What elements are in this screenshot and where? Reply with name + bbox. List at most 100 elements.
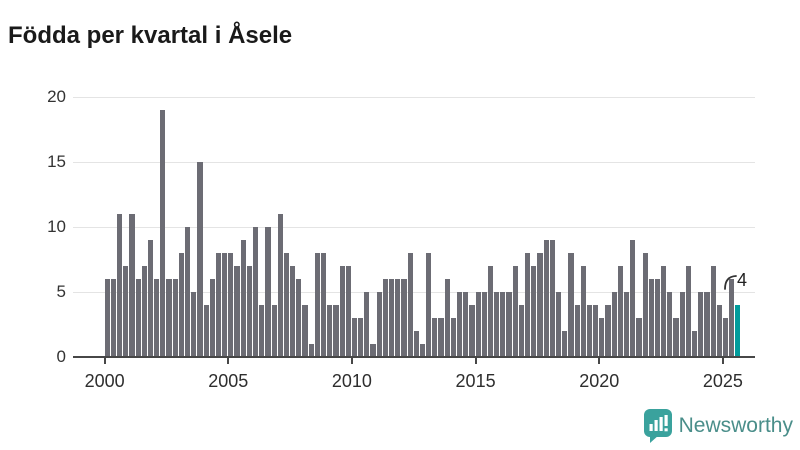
bar[interactable] bbox=[679, 292, 685, 357]
bar[interactable] bbox=[543, 240, 549, 357]
bar[interactable] bbox=[710, 266, 716, 357]
bar[interactable] bbox=[617, 266, 623, 357]
bar[interactable] bbox=[401, 279, 407, 357]
bar[interactable] bbox=[432, 318, 438, 357]
bar[interactable] bbox=[376, 292, 382, 357]
bar[interactable] bbox=[555, 292, 562, 357]
newsworthy-logo[interactable]: Newsworthy bbox=[643, 409, 793, 443]
bar[interactable] bbox=[271, 305, 277, 357]
bar[interactable] bbox=[722, 318, 729, 357]
bar[interactable] bbox=[228, 253, 234, 357]
bar[interactable] bbox=[463, 292, 469, 357]
bar[interactable] bbox=[172, 279, 178, 357]
bar[interactable] bbox=[141, 266, 147, 357]
bar[interactable] bbox=[494, 292, 500, 357]
bar[interactable] bbox=[166, 279, 172, 357]
bar[interactable] bbox=[636, 318, 642, 357]
bar[interactable] bbox=[525, 253, 531, 357]
bar[interactable] bbox=[623, 292, 630, 357]
bar[interactable] bbox=[716, 305, 722, 357]
bar[interactable] bbox=[364, 292, 370, 357]
bar[interactable] bbox=[358, 318, 364, 357]
bar[interactable] bbox=[110, 279, 116, 357]
bar[interactable] bbox=[698, 292, 704, 357]
bar[interactable] bbox=[654, 279, 661, 357]
bar[interactable] bbox=[246, 266, 252, 357]
bar[interactable] bbox=[593, 305, 599, 357]
bar[interactable] bbox=[370, 344, 376, 357]
bar[interactable] bbox=[382, 279, 389, 357]
bar[interactable] bbox=[661, 266, 667, 357]
bar[interactable] bbox=[147, 240, 154, 357]
bar[interactable] bbox=[506, 292, 512, 357]
bar[interactable] bbox=[518, 305, 525, 357]
bar[interactable] bbox=[215, 253, 222, 357]
bar[interactable] bbox=[339, 266, 345, 357]
bar[interactable] bbox=[234, 266, 240, 357]
bar[interactable] bbox=[290, 266, 296, 357]
bar[interactable] bbox=[667, 292, 673, 357]
highlighted-bar[interactable] bbox=[735, 305, 741, 357]
bar[interactable] bbox=[648, 279, 654, 357]
bar[interactable] bbox=[240, 240, 246, 357]
bar[interactable] bbox=[351, 318, 358, 357]
bar[interactable] bbox=[450, 318, 457, 357]
bar[interactable] bbox=[586, 305, 593, 357]
bar[interactable] bbox=[252, 227, 259, 357]
bar[interactable] bbox=[395, 279, 401, 357]
bar[interactable] bbox=[321, 253, 327, 357]
bar[interactable] bbox=[457, 292, 463, 357]
bar[interactable] bbox=[259, 305, 265, 357]
bar[interactable] bbox=[302, 305, 308, 357]
bar[interactable] bbox=[345, 266, 351, 357]
bar[interactable] bbox=[116, 214, 123, 357]
bar[interactable] bbox=[389, 279, 395, 357]
bar[interactable] bbox=[407, 253, 413, 357]
bar[interactable] bbox=[283, 253, 290, 357]
bar[interactable] bbox=[729, 279, 735, 357]
bar[interactable] bbox=[135, 279, 141, 357]
bar[interactable] bbox=[104, 279, 110, 357]
bar[interactable] bbox=[197, 162, 203, 357]
bar[interactable] bbox=[568, 253, 574, 357]
bar[interactable] bbox=[691, 331, 698, 357]
bar[interactable] bbox=[327, 305, 333, 357]
bar[interactable] bbox=[531, 266, 537, 357]
bar[interactable] bbox=[308, 344, 314, 357]
bar[interactable] bbox=[438, 318, 444, 357]
bar[interactable] bbox=[574, 305, 580, 357]
bar[interactable] bbox=[469, 305, 475, 357]
bar[interactable] bbox=[265, 227, 271, 357]
bar[interactable] bbox=[277, 214, 283, 357]
bar[interactable] bbox=[154, 279, 160, 357]
bar[interactable] bbox=[481, 292, 487, 357]
bar[interactable] bbox=[426, 253, 432, 357]
bar[interactable] bbox=[296, 279, 302, 357]
bar[interactable] bbox=[333, 305, 339, 357]
bar[interactable] bbox=[184, 227, 191, 357]
bar[interactable] bbox=[222, 253, 228, 357]
bar[interactable] bbox=[191, 292, 197, 357]
bar[interactable] bbox=[413, 331, 419, 357]
bar[interactable] bbox=[203, 305, 209, 357]
bar[interactable] bbox=[630, 240, 636, 357]
bar[interactable] bbox=[160, 110, 166, 357]
bar[interactable] bbox=[314, 253, 320, 357]
bar[interactable] bbox=[580, 266, 586, 357]
bar[interactable] bbox=[123, 266, 129, 357]
bar[interactable] bbox=[475, 292, 481, 357]
bar[interactable] bbox=[562, 331, 568, 357]
bar[interactable] bbox=[444, 279, 450, 357]
bar[interactable] bbox=[129, 214, 135, 357]
bar[interactable] bbox=[537, 253, 543, 357]
bar[interactable] bbox=[419, 344, 426, 357]
bar[interactable] bbox=[685, 266, 691, 357]
bar[interactable] bbox=[673, 318, 679, 357]
bar[interactable] bbox=[611, 292, 617, 357]
bar[interactable] bbox=[549, 240, 555, 357]
bar[interactable] bbox=[599, 318, 605, 357]
bar[interactable] bbox=[209, 279, 215, 357]
bar[interactable] bbox=[178, 253, 184, 357]
bar[interactable] bbox=[500, 292, 506, 357]
bar[interactable] bbox=[605, 305, 611, 357]
